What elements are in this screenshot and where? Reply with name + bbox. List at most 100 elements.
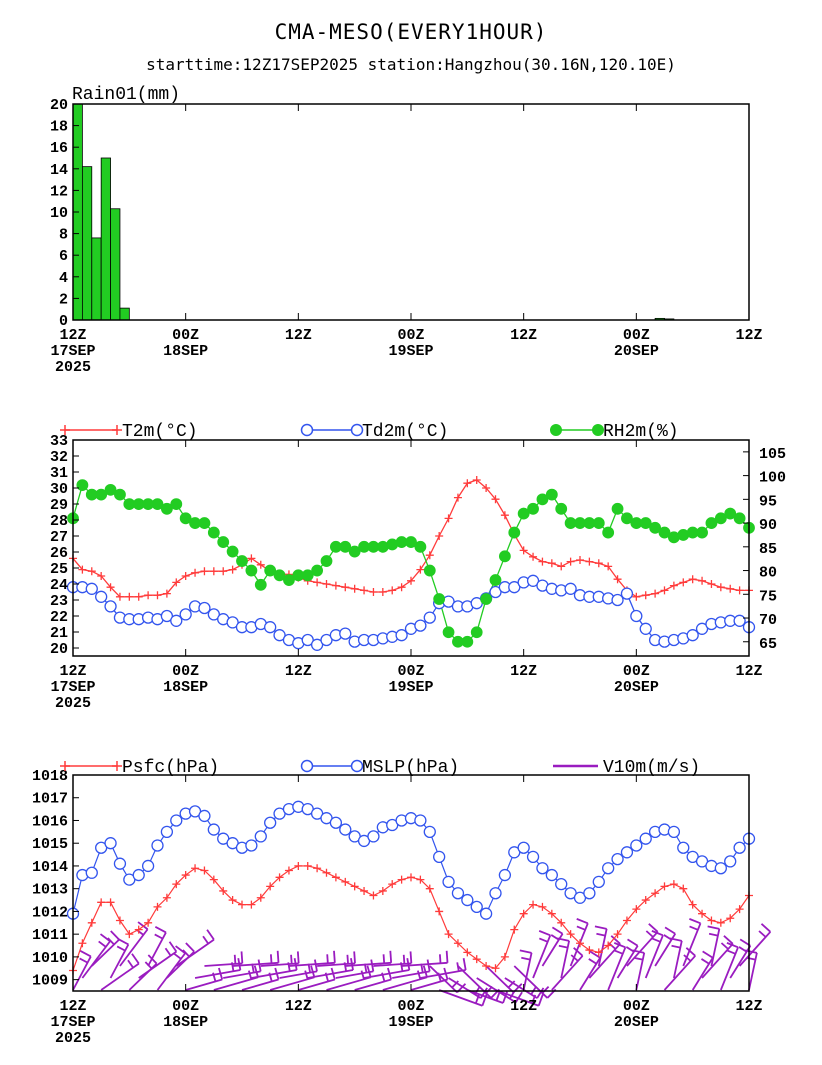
psfc-marker xyxy=(416,875,425,884)
y2-tick-label: 95 xyxy=(759,493,777,510)
legend-psfc-label: Psfc(hPa) xyxy=(122,758,219,778)
t2m-marker xyxy=(228,565,237,574)
mslp-marker xyxy=(85,866,98,879)
wind-barb xyxy=(206,929,215,941)
rh2m-marker xyxy=(527,502,539,515)
wind-barb xyxy=(326,976,371,991)
td2m-marker xyxy=(508,581,521,594)
x-tick-label: 18SEP xyxy=(163,343,208,360)
wind-barb xyxy=(240,951,244,964)
td2m-marker xyxy=(226,616,239,629)
x-tick-label: 00Z xyxy=(623,327,650,344)
td2m-marker xyxy=(564,582,577,595)
t2m-marker xyxy=(181,572,190,580)
rain-bar xyxy=(119,307,130,321)
t2m-marker xyxy=(191,568,200,577)
wind-barb xyxy=(409,951,413,964)
mslp-marker xyxy=(620,846,634,859)
mslp-marker xyxy=(592,875,605,889)
wind-barb xyxy=(175,938,215,967)
t2m-marker xyxy=(106,583,115,592)
psfc-marker xyxy=(500,952,509,961)
mslp-marker xyxy=(132,868,145,882)
wind-barb xyxy=(233,954,237,964)
wind-barb xyxy=(726,942,739,949)
legend-rh2m-label: RH2m(%) xyxy=(603,422,679,442)
wind-barb xyxy=(514,991,523,1003)
td2m-marker xyxy=(489,585,502,599)
y-tick-label: 25 xyxy=(50,561,68,578)
t2m-marker xyxy=(369,588,378,596)
wind-barb xyxy=(700,958,710,965)
wind-barb xyxy=(594,925,607,930)
mslp-marker xyxy=(733,841,746,854)
wind-barb xyxy=(445,950,449,963)
mslp-marker xyxy=(602,862,615,875)
wind-barb xyxy=(154,933,164,940)
wind-barb xyxy=(576,925,586,931)
x-tick-label: 2025 xyxy=(55,359,91,376)
wind-barb xyxy=(72,956,92,991)
y-tick-label: 1015 xyxy=(32,836,68,853)
x-tick-label: 17SEP xyxy=(50,679,95,696)
y2-tick-label: 100 xyxy=(759,470,786,487)
wind-barb xyxy=(269,954,273,964)
wind-barb xyxy=(689,925,699,931)
wind-barb xyxy=(402,954,406,964)
wind-barb xyxy=(507,980,516,989)
mslp-marker xyxy=(423,825,436,838)
rh2m-marker xyxy=(470,626,483,639)
wind-barb xyxy=(663,955,696,991)
mslp-marker xyxy=(555,877,568,891)
rh2m-marker xyxy=(639,517,652,529)
psfc-marker xyxy=(444,930,453,939)
wind-barb xyxy=(333,950,336,963)
wind-barb xyxy=(614,949,624,955)
wind-barb xyxy=(521,956,531,961)
psfc-marker xyxy=(585,946,594,955)
t2m-marker xyxy=(613,575,622,584)
rh2m-marker xyxy=(160,502,173,515)
td2m-marker xyxy=(104,600,117,613)
legend-td2m-marker xyxy=(300,423,314,437)
td2m-marker xyxy=(526,574,540,587)
rh2m-marker xyxy=(414,540,427,553)
psfc-marker xyxy=(115,916,124,925)
td2m-marker xyxy=(160,609,174,623)
t2m-marker xyxy=(360,586,369,595)
wind-barb xyxy=(648,923,659,933)
rh2m-marker xyxy=(696,526,708,539)
wind-barb xyxy=(576,918,589,925)
wind-barb xyxy=(429,965,458,994)
y-tick-label: 14 xyxy=(50,162,68,179)
t2m-marker xyxy=(707,580,716,588)
psfc-marker xyxy=(519,909,528,918)
rh2m-marker xyxy=(311,564,324,577)
wind-barb xyxy=(110,930,120,941)
t2m-marker xyxy=(500,511,509,520)
mslp-marker xyxy=(461,893,474,907)
wind-barb xyxy=(536,987,545,999)
wind-barb xyxy=(651,937,661,943)
wind-barb xyxy=(651,930,664,937)
y-tick-label: 31 xyxy=(50,465,68,482)
x-tick-label: 00Z xyxy=(623,998,650,1015)
td2m-marker xyxy=(264,621,277,634)
mslp-marker xyxy=(639,832,652,845)
legend-td2m-marker xyxy=(350,423,364,437)
wind-barb xyxy=(290,954,293,964)
wind-barb xyxy=(173,952,182,960)
legend-psfc-marker xyxy=(112,761,122,771)
wind-barb xyxy=(79,950,92,958)
psfc-marker xyxy=(87,918,96,927)
x-tick-label: 12Z xyxy=(285,998,312,1015)
rh2m-marker xyxy=(724,507,737,520)
psfc-marker xyxy=(491,964,500,973)
t2m-marker xyxy=(341,583,350,592)
t2m-marker xyxy=(313,578,322,587)
wind-barb xyxy=(579,957,601,991)
psfc-marker xyxy=(453,939,462,948)
wind-barb xyxy=(276,950,280,963)
psfc-marker xyxy=(594,948,603,957)
